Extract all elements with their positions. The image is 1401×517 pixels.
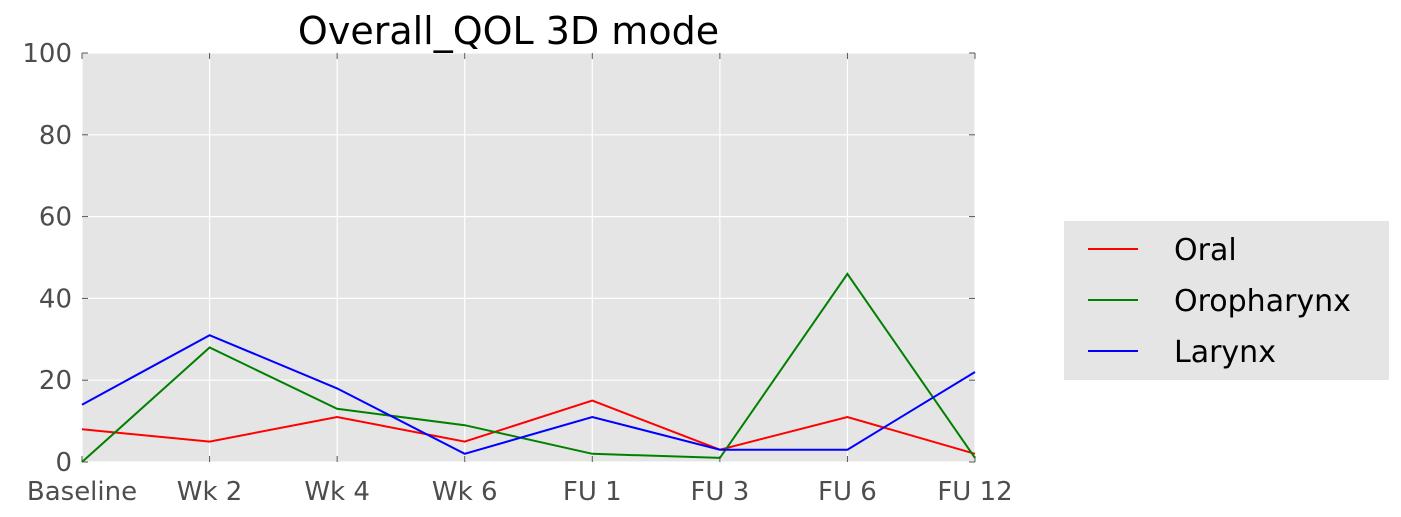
y-tick-label: 100 bbox=[22, 39, 72, 69]
legend-item: Oropharynx bbox=[1088, 284, 1351, 319]
series-lines bbox=[81, 272, 976, 463]
x-tick-label: Wk 2 bbox=[177, 477, 243, 507]
series-line-oropharynx bbox=[81, 272, 976, 463]
legend: Oral Oropharynx Larynx bbox=[1064, 221, 1389, 380]
legend-label: Larynx bbox=[1174, 335, 1276, 370]
x-tick-label: Baseline bbox=[27, 477, 137, 507]
legend-label: Oropharynx bbox=[1174, 284, 1351, 319]
series-line-larynx bbox=[81, 334, 976, 455]
chart-title: Overall_QOL 3D mode bbox=[298, 9, 719, 53]
legend-label: Oral bbox=[1174, 233, 1237, 268]
legend-items: Oral Oropharynx Larynx bbox=[1088, 233, 1351, 370]
y-tick-label: 60 bbox=[39, 203, 72, 233]
x-tick-label: FU 6 bbox=[818, 477, 877, 507]
y-tick-label: 20 bbox=[39, 366, 72, 396]
y-tick-labels: 0 20 40 60 80 100 bbox=[22, 39, 72, 478]
series-line-oral bbox=[81, 399, 976, 455]
grid-lines bbox=[81, 52, 976, 463]
x-tick-label: Wk 4 bbox=[304, 477, 370, 507]
x-tick-label: FU 1 bbox=[563, 477, 622, 507]
x-tick-label: FU 3 bbox=[690, 477, 749, 507]
legend-item: Larynx bbox=[1088, 335, 1276, 370]
y-tick-label: 0 bbox=[55, 448, 72, 478]
x-tick-label: Wk 6 bbox=[432, 477, 498, 507]
legend-item: Oral bbox=[1088, 233, 1237, 268]
x-tick-label: FU 12 bbox=[937, 477, 1012, 507]
y-tick-label: 80 bbox=[39, 121, 72, 151]
axis-ticks bbox=[81, 52, 976, 463]
y-tick-label: 40 bbox=[39, 284, 72, 314]
x-tick-labels: Baseline Wk 2 Wk 4 Wk 6 FU 1 FU 3 FU 6 FU 12 bbox=[27, 477, 1013, 507]
plot-background bbox=[82, 53, 975, 462]
